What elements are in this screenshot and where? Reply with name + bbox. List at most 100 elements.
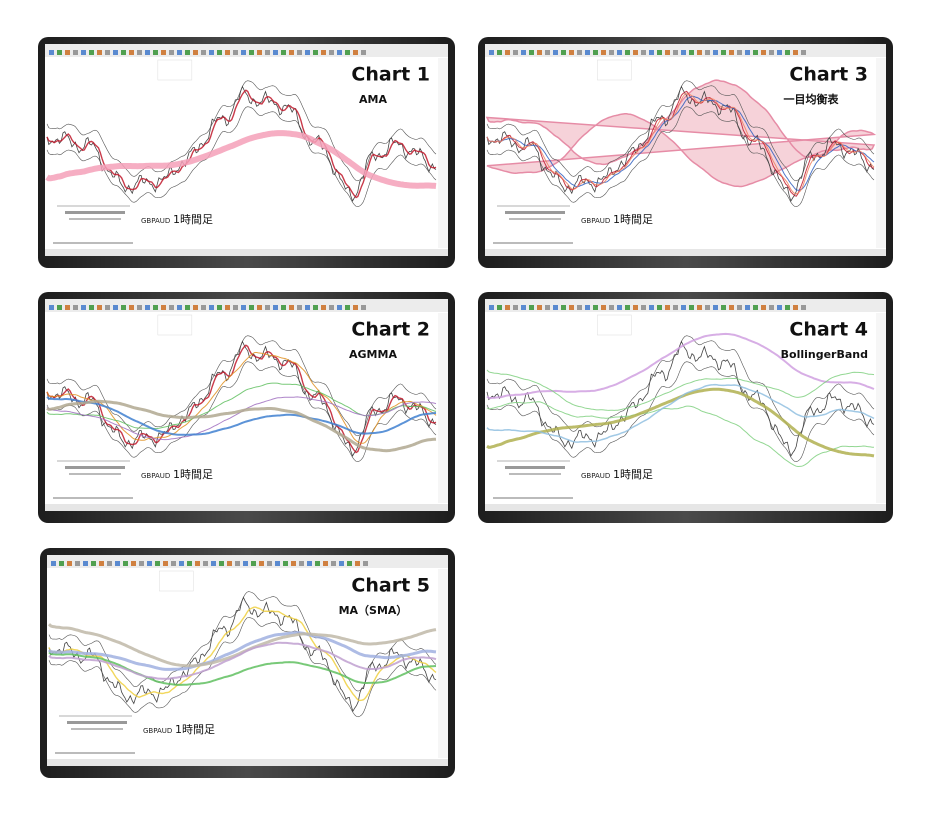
symbol: GBPAUD	[581, 472, 610, 480]
toolbar-icon	[577, 50, 582, 55]
toolbar-icon	[219, 561, 224, 566]
status-bar	[45, 504, 448, 511]
toolbar-icon	[51, 561, 56, 566]
toolbar-icon	[179, 561, 184, 566]
timeframe: 1時間足	[173, 468, 213, 481]
toolbar-icon	[89, 50, 94, 55]
toolbar-icon	[257, 50, 262, 55]
toolbar-icon	[273, 305, 278, 310]
toolbar-icon	[665, 305, 670, 310]
toolbar-icon	[49, 305, 54, 310]
chart-title: Chart 5	[351, 575, 430, 597]
chart-subtitle: 一目均衡表	[784, 92, 840, 106]
toolbar-icon	[187, 561, 192, 566]
toolbar-icon	[681, 305, 686, 310]
toolbar-icon	[57, 305, 62, 310]
toolbar-icon	[353, 305, 358, 310]
toolbar-icon	[283, 561, 288, 566]
symbol: GBPAUD	[141, 217, 170, 225]
indicator-line	[46, 89, 437, 199]
toolbar-icon	[729, 50, 734, 55]
logo-text	[67, 721, 127, 724]
toolbar-icon	[553, 50, 558, 55]
status-bar	[45, 249, 448, 256]
toolbar-icon	[201, 305, 206, 310]
toolbar-icon	[233, 305, 238, 310]
toolbar-icon	[793, 50, 798, 55]
chart-subtitle: MA（SMA）	[339, 604, 408, 617]
toolbar-icon	[153, 50, 158, 55]
toolbar-icon	[257, 305, 262, 310]
toolbar-icon	[745, 305, 750, 310]
copyright-text	[493, 242, 573, 244]
price-axis	[876, 313, 886, 503]
toolbar-icon	[721, 305, 726, 310]
toolbar-icon	[331, 561, 336, 566]
logo-text	[509, 218, 561, 220]
toolbar-icon	[121, 305, 126, 310]
indicator-line	[48, 651, 437, 686]
toolbar-icon	[121, 50, 126, 55]
toolbar-icon	[361, 305, 366, 310]
price-axis	[438, 313, 448, 503]
toolbar-icon	[617, 305, 622, 310]
band-lower	[48, 617, 437, 718]
toolbar-icon	[115, 561, 120, 566]
toolbar-icon	[299, 561, 304, 566]
symbol: GBPAUD	[143, 727, 172, 735]
toolbar-icon	[235, 561, 240, 566]
copyright-text	[55, 752, 135, 754]
toolbar-icon	[569, 305, 574, 310]
toolbar-icon	[297, 50, 302, 55]
toolbar-icon	[673, 50, 678, 55]
toolbar-icon	[161, 50, 166, 55]
toolbar-icon	[345, 50, 350, 55]
toolbar-icon	[113, 50, 118, 55]
toolbar-icon	[273, 50, 278, 55]
toolbar-icon	[777, 305, 782, 310]
toolbar-icon	[355, 561, 360, 566]
toolbar-icon	[161, 305, 166, 310]
copyright-text	[493, 497, 573, 499]
copyright-text	[53, 242, 133, 244]
chart-window: Chart 5 MA（SMA） GBPAUD 1時間足	[40, 548, 455, 778]
toolbar-icon	[281, 305, 286, 310]
toolbar-icon	[131, 561, 136, 566]
toolbar-icon	[609, 50, 614, 55]
status-bar	[485, 249, 886, 256]
toolbar-icon	[521, 305, 526, 310]
logo-text	[65, 211, 125, 214]
toolbar-icon	[305, 50, 310, 55]
chart-title: Chart 1	[351, 64, 430, 86]
chart-subtitle: BollingerBand	[781, 348, 868, 361]
toolbar-icon	[705, 50, 710, 55]
toolbar-icon	[201, 50, 206, 55]
indicator-line	[45, 130, 437, 189]
toolbar-icon	[297, 305, 302, 310]
toolbar-icon	[681, 50, 686, 55]
toolbar-icon	[593, 305, 598, 310]
toolbar-icon	[129, 50, 134, 55]
toolbar-icon	[249, 305, 254, 310]
indicator-line	[486, 383, 875, 443]
toolbar-icon	[489, 305, 494, 310]
toolbar-icon	[657, 305, 662, 310]
toolbar-icon	[761, 50, 766, 55]
toolbar-icon	[249, 50, 254, 55]
legend-box	[157, 314, 193, 336]
toolbar-icon	[65, 305, 70, 310]
toolbar-icon	[633, 50, 638, 55]
toolbar-icon	[585, 50, 590, 55]
toolbar-icon	[489, 50, 494, 55]
status-bar	[47, 759, 448, 766]
logo-text	[505, 466, 565, 469]
screen	[485, 299, 886, 511]
toolbar-icon	[793, 305, 798, 310]
toolbar-icon	[761, 305, 766, 310]
toolbar-icon	[337, 50, 342, 55]
price-axis	[438, 569, 448, 758]
toolbar-icon	[251, 561, 256, 566]
toolbar-icon	[601, 50, 606, 55]
toolbar-icon	[171, 561, 176, 566]
legend-box	[597, 59, 632, 81]
